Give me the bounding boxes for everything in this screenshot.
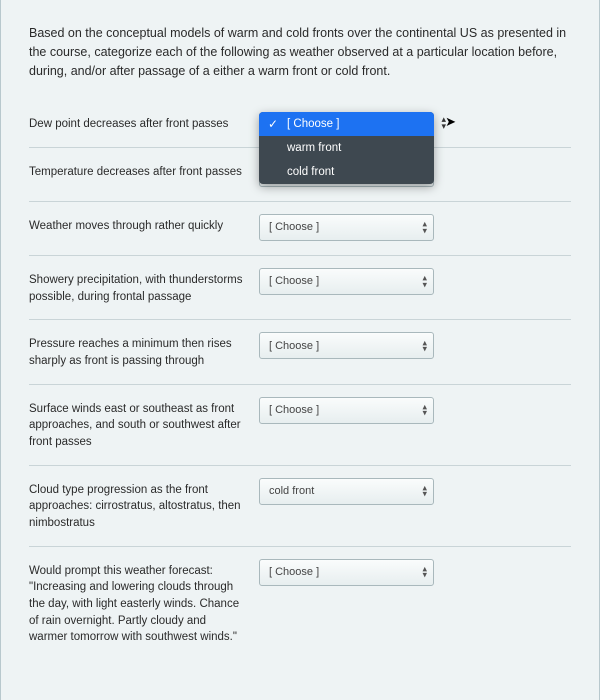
- dropdown-option-warm[interactable]: warm front: [259, 136, 434, 160]
- updown-icon: ▴▾: [422, 485, 427, 498]
- select-value: [ Choose ]: [269, 221, 319, 233]
- select-box[interactable]: [ Choose ] ▴▾: [259, 559, 434, 586]
- question-row: Would prompt this weather forecast: "Inc…: [29, 547, 571, 660]
- select-value: [ Choose ]: [269, 404, 319, 416]
- question-label: Showery precipitation, with thunderstorm…: [29, 268, 259, 305]
- question-row: Pressure reaches a minimum then rises sh…: [29, 320, 571, 384]
- question-label: Surface winds east or southeast as front…: [29, 397, 259, 451]
- select-box[interactable]: [ Choose ] ▴▾: [259, 397, 434, 424]
- dropdown-option-cold[interactable]: cold front: [259, 160, 434, 184]
- select-wrap: cold front ▴▾: [259, 478, 434, 505]
- question-label: Cloud type progression as the front appr…: [29, 478, 259, 532]
- select-value: cold front: [269, 485, 314, 497]
- dropdown-option-choose[interactable]: [ Choose ]: [259, 112, 434, 136]
- select-wrap: [ Choose ] ▴▾: [259, 214, 434, 241]
- select-value: [ Choose ]: [269, 275, 319, 287]
- select-wrap: [ Choose ] ▴▾: [259, 559, 434, 586]
- question-label: Pressure reaches a minimum then rises sh…: [29, 332, 259, 369]
- select-wrap: [ Choose ] ▴▾: [259, 397, 434, 424]
- instructions-text: Based on the conceptual models of warm a…: [29, 24, 571, 80]
- question-label: Dew point decreases after front passes: [29, 112, 259, 133]
- select-wrap: [ Choose ] ▴▾: [259, 332, 434, 359]
- select-box[interactable]: [ Choose ] ▴▾: [259, 268, 434, 295]
- question-label: Weather moves through rather quickly: [29, 214, 259, 235]
- updown-icon: ▴▾: [422, 339, 427, 352]
- quiz-page: Based on the conceptual models of warm a…: [0, 0, 600, 700]
- question-row: Showery precipitation, with thunderstorm…: [29, 256, 571, 320]
- updown-icon: ▴▾: [422, 404, 427, 417]
- question-label: Would prompt this weather forecast: "Inc…: [29, 559, 259, 646]
- updown-icon: ▴▾: [422, 221, 427, 234]
- updown-icon: ▴▾: [422, 566, 427, 579]
- select-box[interactable]: [ Choose ] ▴▾: [259, 214, 434, 241]
- question-label: Temperature decreases after front passes: [29, 160, 259, 181]
- select-value: [ Choose ]: [269, 340, 319, 352]
- cursor-icon: ➤: [445, 114, 456, 130]
- question-row: Cloud type progression as the front appr…: [29, 466, 571, 547]
- question-row: Dew point decreases after front passes […: [29, 100, 571, 148]
- select-value: [ Choose ]: [269, 566, 319, 578]
- question-row: Weather moves through rather quickly [ C…: [29, 202, 571, 256]
- select-wrap: [ Choose ] ▴▾: [259, 268, 434, 295]
- select-box[interactable]: cold front ▴▾: [259, 478, 434, 505]
- dropdown-menu[interactable]: [ Choose ] warm front cold front: [259, 112, 434, 184]
- select-box[interactable]: [ Choose ] ▴▾: [259, 332, 434, 359]
- updown-icon: ▴▾: [422, 275, 427, 288]
- question-row: Surface winds east or southeast as front…: [29, 385, 571, 466]
